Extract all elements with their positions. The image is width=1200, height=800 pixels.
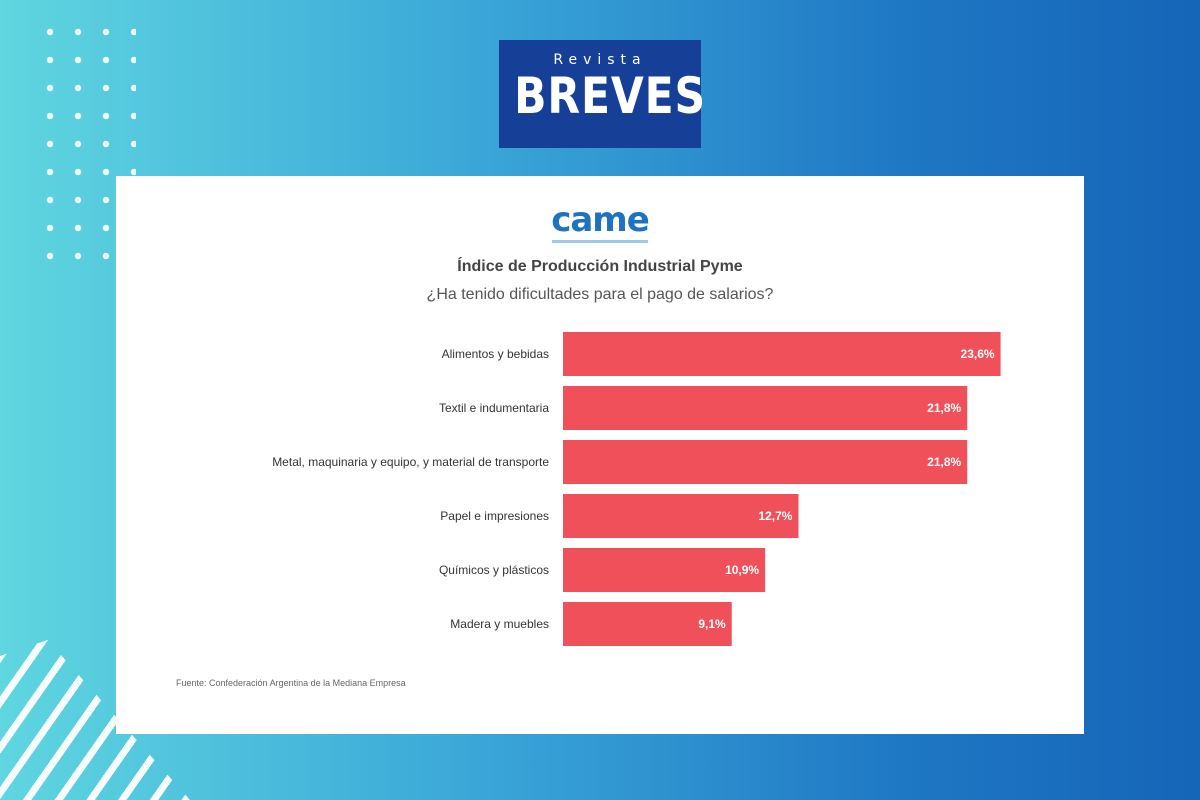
logo-breves-text: BREVES xyxy=(514,67,706,125)
logo-revista-text: Revista xyxy=(553,52,647,68)
category-label-0: Alimentos y bebidas xyxy=(442,347,549,361)
came-logo-underline xyxy=(552,240,648,243)
bar-5 xyxy=(563,602,732,646)
category-label-3: Papel e impresiones xyxy=(440,509,549,523)
category-label-5: Madera y muebles xyxy=(450,617,549,631)
category-label-2: Metal, maquinaria y equipo, y material d… xyxy=(272,455,549,469)
came-logo: came xyxy=(550,202,650,250)
value-label-0: 23,6% xyxy=(961,347,995,361)
value-label-5: 9,1% xyxy=(698,617,726,631)
bar-3 xyxy=(563,494,799,538)
bar-chart: Alimentos y bebidas 23,6% Textil e indumen… xyxy=(272,332,1001,646)
bar-4 xyxy=(563,548,766,592)
chart-title: Índice de Producción Industrial Pyme xyxy=(457,258,743,275)
revista-breves-logo: Revista BREVES xyxy=(499,40,706,148)
bar-1 xyxy=(563,386,968,430)
value-label-3: 12,7% xyxy=(758,509,792,523)
bar-2 xyxy=(563,440,968,484)
chart-card: came Índice de Producción Industrial Pym… xyxy=(116,176,1084,734)
chart-source: Fuente: Confederación Argentina de la Me… xyxy=(176,678,406,688)
came-logo-text: came xyxy=(551,200,650,240)
value-label-2: 21,8% xyxy=(927,455,961,469)
bar-0 xyxy=(563,332,1001,376)
value-label-4: 10,9% xyxy=(725,563,759,577)
category-label-4: Químicos y plásticos xyxy=(439,563,549,577)
chart-subtitle: ¿Ha tenido dificultades para el pago de … xyxy=(426,286,774,303)
category-label-1: Textil e indumentaria xyxy=(439,401,549,415)
value-label-1: 21,8% xyxy=(927,401,961,415)
